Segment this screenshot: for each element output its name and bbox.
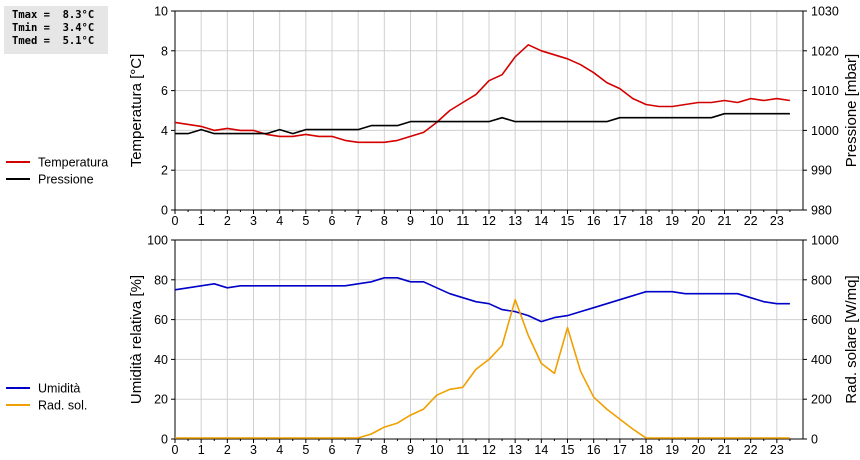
stat-label: Tmin = bbox=[12, 22, 63, 34]
y2-tick-label: 200 bbox=[811, 393, 832, 407]
y2-tick-label: 1010 bbox=[811, 84, 839, 98]
x-tick-label: 17 bbox=[613, 443, 627, 457]
legend-label: Temperatura bbox=[38, 156, 108, 170]
x-tick-label: 5 bbox=[302, 443, 309, 457]
y-tick-label: 8 bbox=[161, 44, 168, 58]
y2-tick-label: 1000 bbox=[811, 124, 839, 138]
x-tick-label: 15 bbox=[561, 443, 575, 457]
x-tick-label: 19 bbox=[665, 214, 679, 228]
legend-label: Rad. sol. bbox=[38, 399, 87, 413]
x-tick-label: 8 bbox=[381, 214, 388, 228]
stat-tmax: Tmax = 8.3°C bbox=[12, 9, 108, 22]
x-tick-label: 1 bbox=[198, 443, 205, 457]
y-tick-label: 10 bbox=[154, 5, 168, 19]
x-tick-label: 1 bbox=[198, 214, 205, 228]
y2-tick-label: 1000 bbox=[811, 234, 839, 248]
x-tick-label: 17 bbox=[613, 214, 627, 228]
series-line-umidit bbox=[174, 276, 790, 323]
x-tick-label: 21 bbox=[718, 443, 732, 457]
x-tick-label: 10 bbox=[430, 443, 444, 457]
y-axis-label: Umidità relativa [%] bbox=[128, 275, 145, 404]
x-tick-label: 20 bbox=[691, 214, 705, 228]
y2-tick-label: 980 bbox=[811, 204, 832, 218]
y2-tick-label: 0 bbox=[811, 433, 818, 447]
x-tick-label: 21 bbox=[718, 214, 732, 228]
x-tick-label: 4 bbox=[276, 214, 283, 228]
x-tick-label: 7 bbox=[355, 443, 362, 457]
x-tick-label: 14 bbox=[534, 214, 548, 228]
x-tick-label: 11 bbox=[456, 443, 469, 457]
x-tick-label: 5 bbox=[302, 214, 309, 228]
plot-frame bbox=[174, 10, 804, 211]
x-tick-label: 20 bbox=[691, 443, 705, 457]
y-tick-label: 4 bbox=[161, 124, 168, 138]
y2-tick-label: 400 bbox=[811, 353, 832, 367]
stat-value: 8.3°C bbox=[62, 9, 95, 21]
y2-tick-label: 1020 bbox=[811, 44, 839, 58]
x-tick-label: 10 bbox=[430, 214, 444, 228]
y-tick-label: 6 bbox=[161, 84, 168, 98]
x-tick-label: 23 bbox=[770, 214, 784, 228]
stat-value: 5.1°C bbox=[62, 35, 95, 47]
x-tick-label: 16 bbox=[587, 214, 601, 228]
x-tick-label: 15 bbox=[561, 214, 575, 228]
stat-label: Tmax = bbox=[12, 9, 63, 21]
x-tick-label: 8 bbox=[381, 443, 388, 457]
x-tick-label: 0 bbox=[172, 443, 179, 457]
x-tick-label: 2 bbox=[224, 443, 231, 457]
y-tick-label: 60 bbox=[154, 313, 168, 327]
stat-label: Tmed = bbox=[12, 35, 63, 47]
series-line-temperatura bbox=[174, 43, 791, 144]
plot-frame bbox=[174, 239, 804, 440]
x-tick-label: 6 bbox=[329, 214, 336, 228]
y2-tick-label: 800 bbox=[811, 273, 832, 287]
x-tick-label: 22 bbox=[744, 443, 758, 457]
x-tick-label: 19 bbox=[665, 443, 679, 457]
x-tick-label: 18 bbox=[639, 443, 653, 457]
x-tick-label: 4 bbox=[276, 443, 283, 457]
series-line-rad-sol bbox=[175, 298, 790, 439]
y2-tick-label: 600 bbox=[811, 313, 832, 327]
x-tick-label: 3 bbox=[250, 443, 257, 457]
y-tick-label: 2 bbox=[161, 164, 168, 178]
x-tick-label: 7 bbox=[355, 214, 362, 228]
y2-tick-label: 990 bbox=[811, 164, 832, 178]
x-tick-label: 12 bbox=[482, 443, 496, 457]
y-tick-label: 20 bbox=[154, 393, 168, 407]
x-tick-label: 0 bbox=[172, 214, 179, 228]
y2-tick-label: 1030 bbox=[811, 5, 839, 19]
y-tick-label: 0 bbox=[161, 433, 168, 447]
x-tick-label: 11 bbox=[456, 214, 469, 228]
stat-tmed: Tmed = 5.1°C bbox=[12, 35, 108, 48]
x-tick-label: 14 bbox=[534, 443, 548, 457]
stats-box: Tmax = 8.3°C Tmin = 3.4°C Tmed = 5.1°C bbox=[4, 6, 108, 54]
y2-axis-label: Rad. solare [W/mq] bbox=[843, 275, 860, 403]
x-tick-label: 13 bbox=[508, 214, 522, 228]
stat-value: 3.4°C bbox=[62, 22, 95, 34]
legend-label: Umidità bbox=[38, 382, 80, 396]
y2-axis-label: Pressione [mbar] bbox=[843, 54, 860, 167]
y-tick-label: 0 bbox=[161, 204, 168, 218]
x-tick-label: 9 bbox=[407, 214, 414, 228]
y-tick-label: 80 bbox=[154, 273, 168, 287]
x-tick-label: 9 bbox=[407, 443, 414, 457]
y-axis-label: Temperatura [°C] bbox=[128, 54, 145, 168]
y-tick-label: 100 bbox=[147, 234, 168, 248]
x-tick-label: 22 bbox=[744, 214, 758, 228]
y-tick-label: 40 bbox=[154, 353, 168, 367]
x-tick-label: 6 bbox=[329, 443, 336, 457]
x-tick-label: 12 bbox=[482, 214, 496, 228]
x-tick-label: 2 bbox=[224, 214, 231, 228]
x-tick-label: 16 bbox=[587, 443, 601, 457]
x-tick-label: 23 bbox=[770, 443, 784, 457]
x-tick-label: 3 bbox=[250, 214, 257, 228]
stat-tmin: Tmin = 3.4°C bbox=[12, 22, 108, 35]
series-line-pressione bbox=[175, 112, 790, 135]
x-tick-label: 13 bbox=[508, 443, 522, 457]
legend-label: Pressione bbox=[38, 173, 94, 187]
x-tick-label: 18 bbox=[639, 214, 653, 228]
